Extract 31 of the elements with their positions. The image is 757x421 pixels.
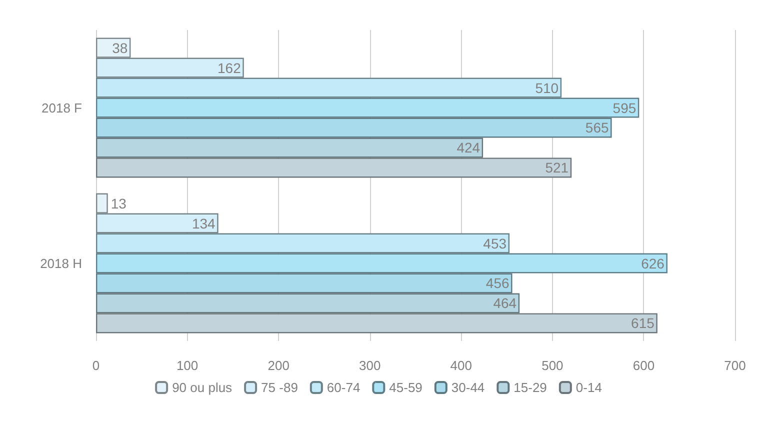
legend-label: 60-74 bbox=[326, 380, 360, 395]
data-label: 424 bbox=[456, 140, 480, 156]
legend-label: 90 ou plus bbox=[172, 380, 233, 395]
x-tick-label: 300 bbox=[359, 358, 381, 373]
data-label: 453 bbox=[483, 235, 507, 252]
x-tick-label: 400 bbox=[450, 358, 472, 373]
x-tick-label: 100 bbox=[176, 358, 198, 373]
data-label: 134 bbox=[192, 215, 216, 232]
data-label: 162 bbox=[218, 60, 242, 76]
data-label: 615 bbox=[631, 315, 655, 332]
data-label: 13 bbox=[110, 195, 127, 212]
data-label: 595 bbox=[612, 100, 636, 116]
data-label: 464 bbox=[493, 295, 517, 312]
data-label: 521 bbox=[545, 160, 569, 176]
data-label: 510 bbox=[535, 80, 559, 96]
legend-label: 30-44 bbox=[451, 380, 485, 395]
data-label: 38 bbox=[112, 40, 128, 56]
x-tick-label: 500 bbox=[542, 358, 564, 373]
legend-label: 45-59 bbox=[389, 380, 422, 395]
y-tick-label: 2018 H bbox=[40, 256, 82, 271]
x-tick-label: 0 bbox=[92, 358, 100, 373]
x-tick-label: 700 bbox=[724, 358, 746, 373]
x-tick-label: 600 bbox=[632, 358, 655, 373]
legend-label: 15-29 bbox=[514, 380, 547, 395]
legend-label: 75 -89 bbox=[261, 380, 298, 395]
data-label: 565 bbox=[585, 120, 609, 136]
legend-label: 0-14 bbox=[576, 380, 602, 395]
x-tick-label: 200 bbox=[268, 358, 290, 373]
data-label: 626 bbox=[641, 255, 665, 272]
data-label: 456 bbox=[486, 275, 510, 292]
y-tick-label: 2018 F bbox=[42, 100, 82, 116]
